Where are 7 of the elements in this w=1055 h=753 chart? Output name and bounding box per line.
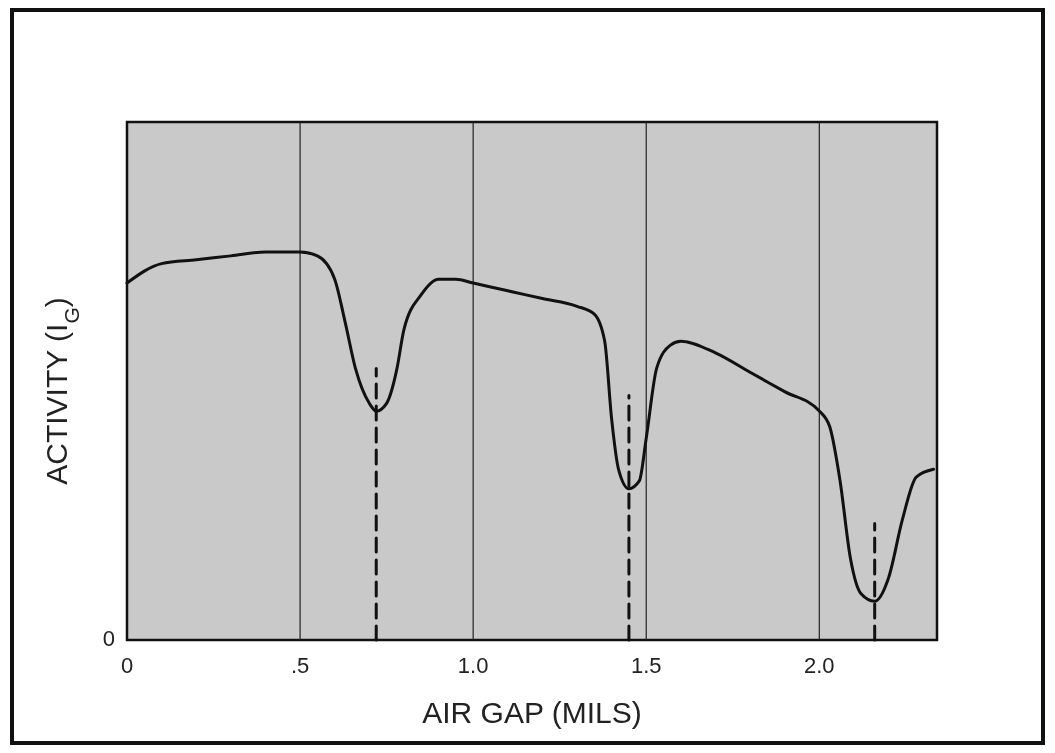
x-axis-title: AIR GAP (MILS) [422, 696, 642, 729]
x-tick-label: 0 [120, 653, 134, 678]
x-tick-label: 2.0 [804, 653, 835, 678]
x-tick-label: 1.5 [630, 653, 662, 678]
x-tick-label: .5 [290, 653, 310, 678]
x-tick-label: 1.0 [457, 653, 489, 678]
text: 0 [102, 626, 115, 651]
